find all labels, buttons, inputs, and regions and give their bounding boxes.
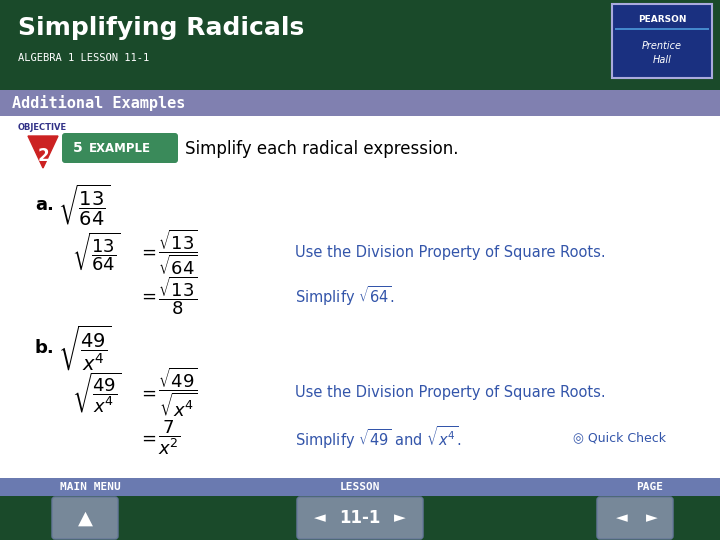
FancyBboxPatch shape [0, 496, 720, 540]
FancyBboxPatch shape [0, 478, 720, 496]
Text: Use the Division Property of Square Roots.: Use the Division Property of Square Root… [295, 386, 606, 401]
FancyBboxPatch shape [62, 133, 178, 163]
Text: $\sqrt{\dfrac{49}{x^4}}$: $\sqrt{\dfrac{49}{x^4}}$ [72, 370, 122, 415]
Text: $=$: $=$ [138, 243, 157, 261]
FancyBboxPatch shape [615, 28, 709, 30]
Text: Hall: Hall [652, 55, 672, 65]
Text: ◎ Quick Check: ◎ Quick Check [573, 431, 666, 444]
Text: MAIN MENU: MAIN MENU [60, 482, 120, 492]
Text: Simplify each radical expression.: Simplify each radical expression. [185, 140, 459, 158]
Text: $\sqrt{\dfrac{49}{x^4}}$: $\sqrt{\dfrac{49}{x^4}}$ [58, 323, 112, 373]
Text: $\sqrt{\dfrac{13}{64}}$: $\sqrt{\dfrac{13}{64}}$ [58, 183, 110, 228]
Text: 11-1: 11-1 [339, 509, 381, 527]
Text: a.: a. [35, 196, 54, 214]
Text: PAGE: PAGE [636, 482, 664, 492]
Text: $=$: $=$ [138, 384, 157, 402]
Text: ▲: ▲ [78, 509, 92, 528]
Text: OBJECTIVE: OBJECTIVE [18, 124, 67, 132]
Text: EXAMPLE: EXAMPLE [89, 141, 151, 154]
Text: $\dfrac{\sqrt{13}}{8}$: $\dfrac{\sqrt{13}}{8}$ [158, 275, 198, 318]
Text: $=$: $=$ [138, 287, 157, 305]
Text: PEARSON: PEARSON [638, 16, 686, 24]
Text: ►: ► [394, 510, 406, 525]
FancyBboxPatch shape [297, 497, 423, 539]
FancyBboxPatch shape [0, 90, 720, 116]
FancyBboxPatch shape [597, 497, 673, 539]
Text: $\sqrt{\dfrac{13}{64}}$: $\sqrt{\dfrac{13}{64}}$ [72, 231, 120, 273]
Text: Prentice: Prentice [642, 41, 682, 51]
FancyBboxPatch shape [0, 0, 720, 90]
Text: Simplify $\sqrt{49}$ and $\sqrt{x^4}$.: Simplify $\sqrt{49}$ and $\sqrt{x^4}$. [295, 424, 462, 451]
Text: Simplify $\sqrt{64}$.: Simplify $\sqrt{64}$. [295, 284, 395, 308]
Text: 2: 2 [37, 147, 49, 165]
Text: Use the Division Property of Square Roots.: Use the Division Property of Square Root… [295, 245, 606, 260]
Text: b.: b. [35, 339, 55, 357]
Text: $\dfrac{\sqrt{49}}{\sqrt{x^4}}$: $\dfrac{\sqrt{49}}{\sqrt{x^4}}$ [158, 366, 198, 420]
Text: Additional Examples: Additional Examples [12, 95, 185, 111]
Text: $\dfrac{7}{x^2}$: $\dfrac{7}{x^2}$ [158, 418, 181, 457]
Text: ALGEBRA 1 LESSON 11-1: ALGEBRA 1 LESSON 11-1 [18, 53, 149, 63]
Text: ◄: ◄ [616, 510, 628, 525]
FancyBboxPatch shape [612, 4, 712, 78]
Text: $\dfrac{\sqrt{13}}{\sqrt{64}}$: $\dfrac{\sqrt{13}}{\sqrt{64}}$ [158, 227, 198, 277]
Text: Simplifying Radicals: Simplifying Radicals [18, 16, 305, 40]
Text: ►: ► [646, 510, 658, 525]
Text: ◄: ◄ [314, 510, 326, 525]
FancyBboxPatch shape [52, 497, 118, 539]
Text: LESSON: LESSON [340, 482, 380, 492]
Text: $=$: $=$ [138, 429, 157, 447]
Polygon shape [28, 136, 58, 168]
Text: 5: 5 [73, 141, 83, 155]
